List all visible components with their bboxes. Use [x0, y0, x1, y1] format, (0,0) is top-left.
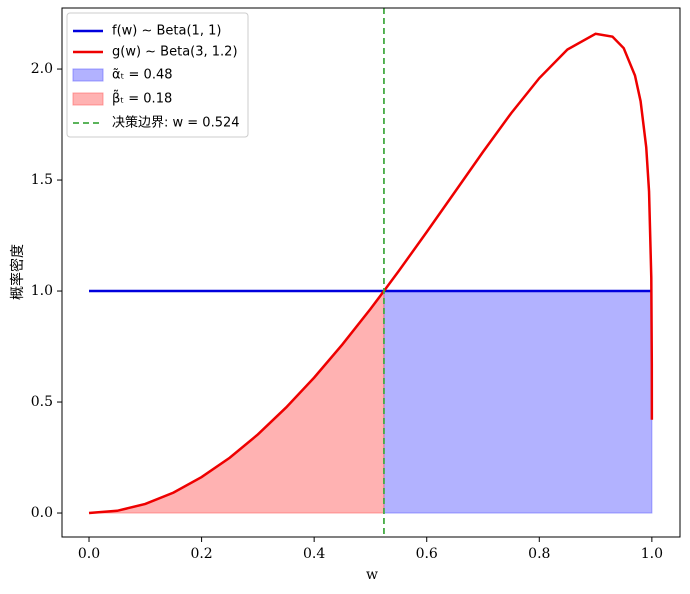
y-tick-label: 0.5: [31, 394, 53, 410]
x-axis-label: w: [366, 567, 378, 583]
legend-box: [66, 12, 249, 138]
legend-swatch: [72, 92, 104, 106]
legend-label: g(w) ∼ Beta(3, 1.2): [112, 45, 238, 60]
legend-label: β̃ₜ = 0.18: [112, 90, 172, 106]
x-tick-label: 0.2: [190, 546, 212, 562]
area: [88, 289, 385, 514]
legend-label: 决策边界: w = 0.524: [112, 115, 240, 131]
legend-swatch: [72, 68, 104, 82]
line: [88, 32, 654, 515]
y-axis-label: 概率密度: [9, 244, 26, 300]
x-tick-label: 0.8: [528, 546, 550, 562]
x-tick-label: 0.6: [416, 546, 438, 562]
legend-label: f(w) ∼ Beta(1, 1): [112, 24, 221, 39]
legend: f(w) ∼ Beta(1, 1) g(w) ∼ Beta(3, 1.2) α̃ₜ …: [66, 12, 249, 138]
x-tick-label: 0.4: [303, 546, 325, 562]
legend-label: α̃ₜ = 0.48: [112, 68, 173, 83]
y-tick-label: 0.0: [31, 505, 53, 521]
y-tick-label: 1.5: [31, 172, 53, 188]
x-tick-label: 1.0: [641, 546, 663, 562]
x-tick-label: 0.0: [78, 546, 100, 562]
plot-frame: [61, 7, 681, 538]
area: [383, 290, 653, 514]
y-tick-label: 2.0: [31, 61, 53, 77]
y-tick-label: 1.0: [31, 283, 53, 299]
